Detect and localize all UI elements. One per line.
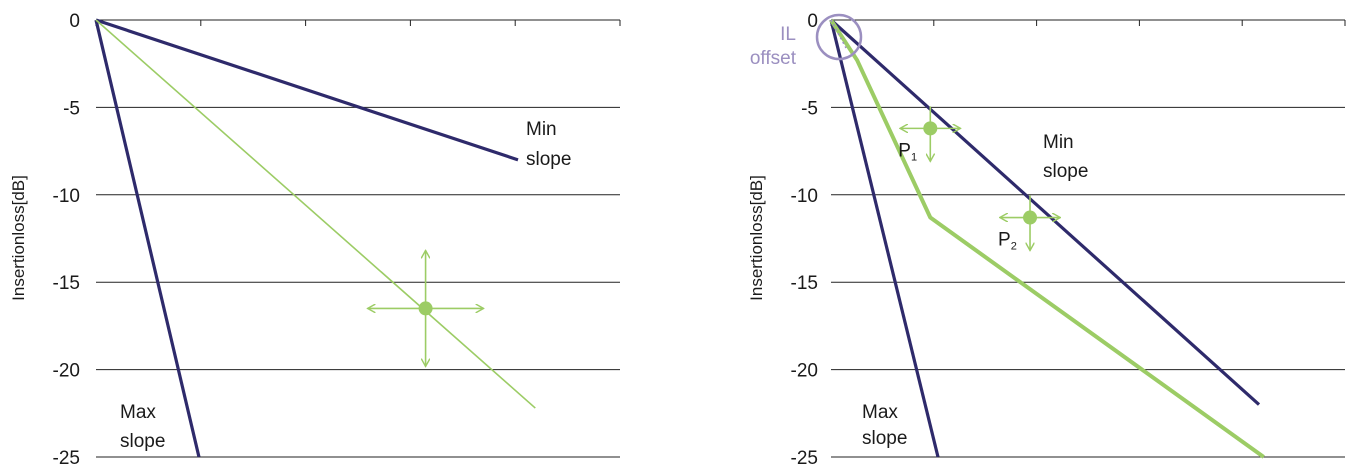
control-point (418, 301, 433, 316)
y-tick-label: -20 (791, 361, 818, 382)
control-point-label: P1 (898, 140, 917, 163)
min-slope-label: slope (526, 149, 571, 170)
max-slope-label: slope (120, 431, 165, 452)
il-offset-marker (830, 19, 847, 49)
min-slope-label: Min (526, 119, 557, 140)
y-axis-label: Insertionloss[dB] (747, 175, 766, 301)
max-slope-label: Max (120, 402, 156, 423)
y-tick-label: -10 (53, 186, 80, 207)
control-point-label: P2 (998, 230, 1017, 253)
max-slope-line (94, 19, 201, 458)
y-tick-label: 0 (69, 11, 80, 32)
y-tick-label: -15 (791, 273, 818, 294)
y-tick-label: -25 (53, 448, 80, 469)
control-point (1023, 210, 1038, 225)
fitted-line (829, 18, 1265, 459)
y-tick-label: -15 (53, 273, 80, 294)
min-slope-line (829, 18, 1261, 406)
il-offset-label: offset (750, 48, 797, 69)
y-tick-label: -5 (801, 98, 818, 119)
control-point-subscript: 1 (911, 151, 917, 163)
y-axis-label: Insertionloss[dB] (9, 175, 28, 301)
max-slope-label: Max (862, 402, 898, 423)
il-offset-label: IL (780, 24, 796, 45)
control-point-subscript: 2 (1011, 241, 1017, 253)
min-slope-line (95, 18, 519, 162)
min-slope-label: slope (1043, 161, 1088, 182)
max-slope-line (829, 19, 940, 458)
min-slope-label: Min (1043, 132, 1074, 153)
y-tick-label: -5 (63, 98, 80, 119)
max-slope-label: slope (862, 428, 907, 449)
fitted-line (95, 19, 536, 409)
y-tick-label: 0 (807, 11, 818, 32)
y-tick-label: -10 (791, 186, 818, 207)
il-offset-circle (815, 13, 863, 61)
right-chart: 0 -5 -10 -15 -20 -25 Insertionloss[dB] P1 P2 Min s… (747, 11, 1346, 469)
left-chart: 0 -5 -10 -15 -20 -25 Insertionloss[dB] Min slope… (9, 11, 621, 469)
y-tick-label: -20 (53, 361, 80, 382)
control-point (923, 121, 938, 136)
y-tick-label: -25 (791, 448, 818, 469)
